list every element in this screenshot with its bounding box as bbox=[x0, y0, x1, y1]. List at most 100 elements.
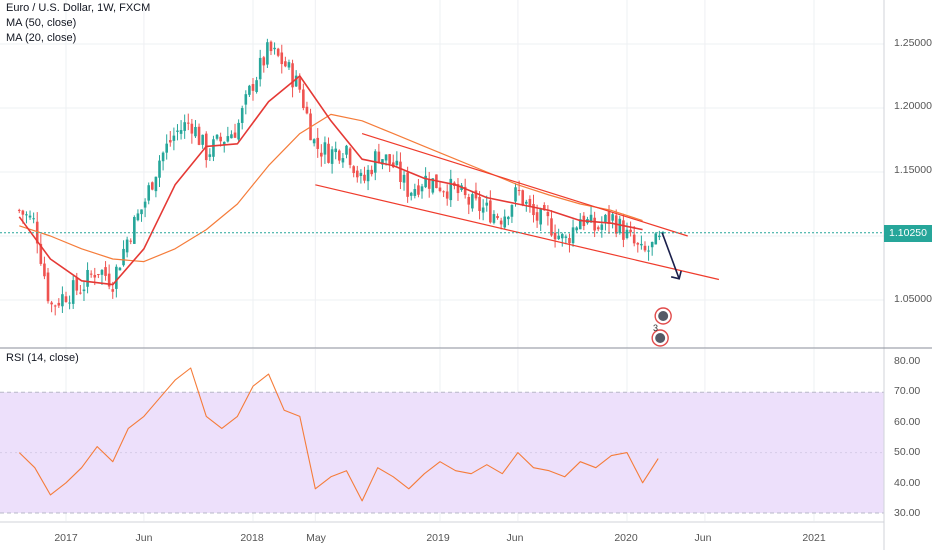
candle-body bbox=[542, 205, 546, 211]
candle-body bbox=[233, 132, 237, 138]
rsi-tick: 80.00 bbox=[894, 355, 921, 367]
price-tick: 1.25000 bbox=[894, 37, 932, 49]
candle-body bbox=[539, 208, 542, 225]
rsi-tick: 70.00 bbox=[894, 385, 921, 397]
candle-body bbox=[618, 218, 622, 234]
time-tick: 2021 bbox=[802, 532, 826, 544]
candle-body bbox=[46, 272, 50, 302]
candle-body bbox=[650, 241, 654, 248]
candle-body bbox=[219, 136, 222, 142]
candle-body bbox=[28, 215, 32, 218]
rsi-legend[interactable]: RSI (14, close) bbox=[6, 352, 79, 364]
candle-body bbox=[64, 296, 68, 302]
candle-body bbox=[334, 148, 338, 153]
candle-body bbox=[93, 274, 97, 278]
candle-body bbox=[323, 142, 327, 155]
event-marker-dot bbox=[655, 333, 666, 343]
candle-body bbox=[316, 137, 320, 149]
candle-body bbox=[287, 62, 291, 68]
candle-body bbox=[53, 305, 57, 307]
ma20-legend[interactable]: MA (20, close) bbox=[6, 32, 77, 44]
candle-body bbox=[168, 140, 172, 143]
candle-body bbox=[485, 202, 489, 206]
candle-body bbox=[176, 130, 179, 132]
candle-body bbox=[338, 150, 341, 161]
candle-body bbox=[258, 57, 262, 80]
candle-body bbox=[532, 204, 535, 216]
candle-body bbox=[115, 266, 118, 289]
candle-body bbox=[528, 198, 532, 206]
ma50-line bbox=[19, 113, 643, 263]
candle-body bbox=[514, 187, 517, 202]
candle-body bbox=[273, 47, 276, 50]
candle-body bbox=[183, 122, 186, 131]
candle-body bbox=[604, 214, 607, 223]
candle-body bbox=[179, 130, 183, 134]
time-tick: 2018 bbox=[240, 532, 264, 544]
candle-body bbox=[39, 243, 43, 264]
candle-body bbox=[481, 207, 485, 213]
candle-body bbox=[251, 84, 255, 91]
candle-body bbox=[449, 178, 453, 201]
candle-body bbox=[489, 200, 492, 223]
candle-body bbox=[226, 136, 230, 142]
candle-body bbox=[445, 191, 449, 199]
event-marker-icon bbox=[654, 307, 672, 325]
price-tick: 1.20000 bbox=[894, 100, 932, 112]
candle-body bbox=[190, 123, 194, 134]
candle-body bbox=[237, 122, 240, 140]
candle-body bbox=[215, 134, 219, 139]
candle-body bbox=[442, 191, 445, 193]
candle-body bbox=[431, 178, 435, 193]
candle-body bbox=[632, 234, 636, 244]
candle-body bbox=[478, 196, 481, 212]
candle-body bbox=[575, 227, 578, 231]
candle-body bbox=[61, 294, 64, 307]
candle-body bbox=[388, 154, 391, 164]
candle-body bbox=[266, 42, 269, 65]
candle-body bbox=[68, 302, 71, 304]
candle-body bbox=[143, 201, 147, 208]
candle-body bbox=[201, 134, 204, 145]
time-tick: Jun bbox=[135, 532, 153, 544]
candle-body bbox=[312, 139, 316, 144]
candle-body bbox=[262, 57, 266, 66]
candle-body bbox=[57, 302, 61, 306]
ma50-legend[interactable]: MA (50, close) bbox=[6, 17, 77, 29]
forecast-arrowhead bbox=[670, 270, 682, 280]
candle-body bbox=[596, 227, 600, 230]
candle-body bbox=[327, 143, 330, 163]
price-tick: 1.05000 bbox=[894, 293, 932, 305]
candle-body bbox=[348, 148, 352, 165]
rsi-tick: 60.00 bbox=[894, 416, 921, 428]
candle-body bbox=[118, 267, 122, 271]
candle-body bbox=[305, 106, 309, 114]
trendline-upper bbox=[361, 133, 688, 237]
candle-body bbox=[395, 160, 399, 165]
time-tick: May bbox=[306, 532, 326, 544]
candle-body bbox=[507, 216, 510, 220]
candle-body bbox=[571, 227, 575, 244]
candle-body bbox=[629, 229, 632, 233]
candle-body bbox=[503, 216, 507, 228]
candle-body bbox=[129, 240, 133, 242]
ma20-line bbox=[18, 75, 643, 286]
candle-body bbox=[107, 273, 111, 287]
alert-count-badge: 3 bbox=[653, 323, 659, 333]
candle-body bbox=[640, 243, 643, 246]
candle-body bbox=[255, 80, 258, 92]
candle-body bbox=[499, 220, 503, 225]
candle-body bbox=[607, 211, 611, 224]
candle-body bbox=[456, 184, 460, 194]
candle-body bbox=[89, 273, 93, 275]
candle-body bbox=[399, 161, 402, 182]
candle-body bbox=[622, 220, 625, 240]
candle-body bbox=[284, 61, 287, 67]
candle-body bbox=[352, 166, 355, 174]
candle-body bbox=[438, 187, 442, 192]
candle-body bbox=[25, 214, 28, 216]
candle-body bbox=[474, 190, 478, 199]
candle-body bbox=[140, 209, 143, 215]
